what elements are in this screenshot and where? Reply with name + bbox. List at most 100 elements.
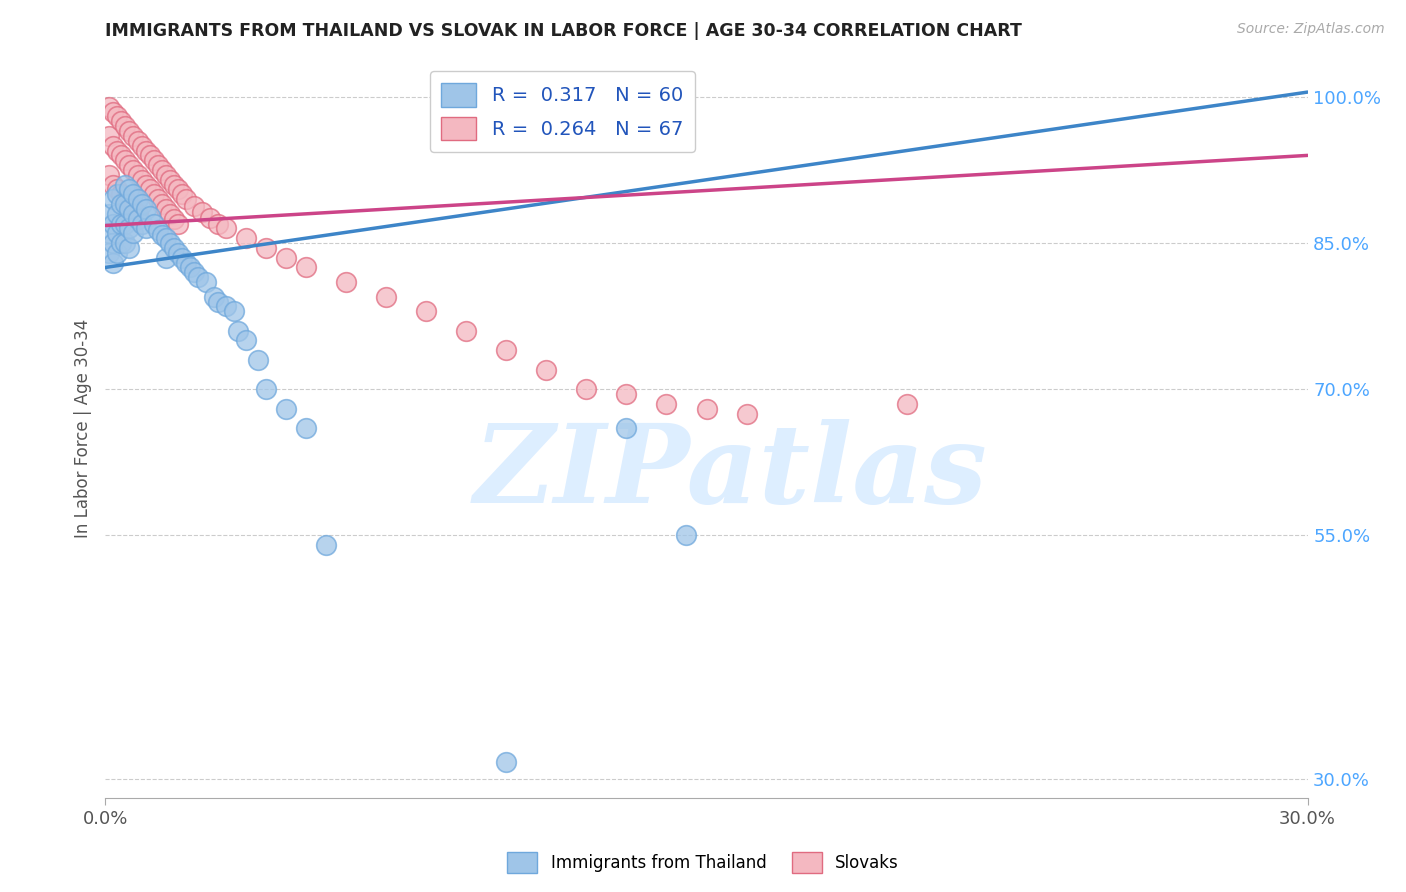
Point bbox=[696, 401, 718, 416]
Point bbox=[155, 202, 177, 216]
Point bbox=[155, 168, 177, 182]
Point bbox=[142, 153, 165, 168]
Point bbox=[187, 270, 209, 285]
Point bbox=[114, 192, 136, 206]
Point bbox=[202, 290, 225, 304]
Point bbox=[122, 202, 145, 216]
Point bbox=[103, 104, 125, 119]
Point bbox=[174, 192, 197, 206]
Point bbox=[127, 134, 149, 148]
Point bbox=[179, 260, 201, 275]
Point bbox=[122, 227, 145, 241]
Point bbox=[222, 304, 245, 318]
Point bbox=[616, 387, 638, 401]
Point bbox=[374, 290, 398, 304]
Point bbox=[122, 207, 145, 221]
Point bbox=[122, 187, 145, 202]
Point bbox=[675, 528, 697, 542]
Point bbox=[274, 401, 297, 416]
Point bbox=[174, 255, 197, 269]
Point bbox=[146, 192, 169, 206]
Point bbox=[127, 211, 149, 226]
Point bbox=[495, 756, 517, 770]
Point bbox=[110, 187, 132, 202]
Point bbox=[107, 144, 129, 158]
Point bbox=[122, 163, 145, 178]
Point bbox=[235, 231, 257, 245]
Point bbox=[194, 275, 217, 289]
Point bbox=[127, 168, 149, 182]
Point bbox=[142, 187, 165, 202]
Point bbox=[98, 168, 121, 182]
Point bbox=[103, 255, 125, 269]
Point bbox=[110, 235, 132, 250]
Point bbox=[896, 397, 918, 411]
Point bbox=[254, 382, 277, 396]
Point bbox=[131, 197, 153, 211]
Point bbox=[107, 207, 129, 221]
Point bbox=[146, 223, 169, 237]
Legend: R =  0.317   N = 60, R =  0.264   N = 67: R = 0.317 N = 60, R = 0.264 N = 67 bbox=[430, 71, 695, 152]
Point bbox=[226, 324, 249, 338]
Point bbox=[190, 205, 212, 219]
Point bbox=[214, 221, 236, 235]
Point bbox=[127, 192, 149, 206]
Point bbox=[162, 211, 184, 226]
Point bbox=[107, 182, 129, 196]
Point bbox=[150, 197, 173, 211]
Point bbox=[98, 100, 121, 114]
Point bbox=[118, 197, 141, 211]
Text: ZIPatlas: ZIPatlas bbox=[474, 419, 987, 526]
Point bbox=[135, 144, 157, 158]
Point bbox=[454, 324, 477, 338]
Point bbox=[159, 207, 181, 221]
Point bbox=[166, 217, 188, 231]
Point bbox=[118, 241, 141, 255]
Point bbox=[155, 231, 177, 245]
Point bbox=[138, 182, 160, 196]
Point bbox=[98, 207, 121, 221]
Point bbox=[135, 221, 157, 235]
Point bbox=[155, 251, 177, 265]
Point bbox=[107, 187, 129, 202]
Point bbox=[162, 178, 184, 192]
Point bbox=[114, 235, 136, 250]
Point bbox=[122, 128, 145, 143]
Point bbox=[131, 138, 153, 153]
Point bbox=[118, 202, 141, 216]
Point bbox=[495, 343, 517, 358]
Point bbox=[150, 163, 173, 178]
Point bbox=[107, 110, 129, 124]
Point bbox=[246, 353, 269, 368]
Point bbox=[166, 182, 188, 196]
Point bbox=[114, 197, 136, 211]
Point bbox=[335, 275, 357, 289]
Point bbox=[107, 245, 129, 260]
Point bbox=[138, 209, 160, 223]
Point bbox=[166, 245, 188, 260]
Point bbox=[534, 362, 557, 376]
Point bbox=[415, 304, 437, 318]
Point bbox=[114, 153, 136, 168]
Point bbox=[655, 397, 678, 411]
Point bbox=[103, 138, 125, 153]
Point bbox=[138, 148, 160, 162]
Point bbox=[110, 217, 132, 231]
Point bbox=[616, 421, 638, 435]
Point bbox=[131, 217, 153, 231]
Point bbox=[235, 334, 257, 348]
Point bbox=[295, 421, 318, 435]
Y-axis label: In Labor Force | Age 30-34: In Labor Force | Age 30-34 bbox=[73, 318, 91, 538]
Point bbox=[295, 260, 318, 275]
Point bbox=[114, 217, 136, 231]
Point bbox=[735, 407, 758, 421]
Point bbox=[214, 299, 236, 313]
Point bbox=[207, 217, 229, 231]
Point bbox=[127, 207, 149, 221]
Legend: Immigrants from Thailand, Slovaks: Immigrants from Thailand, Slovaks bbox=[501, 846, 905, 880]
Point bbox=[159, 173, 181, 187]
Point bbox=[159, 235, 181, 250]
Text: IMMIGRANTS FROM THAILAND VS SLOVAK IN LABOR FORCE | AGE 30-34 CORRELATION CHART: IMMIGRANTS FROM THAILAND VS SLOVAK IN LA… bbox=[105, 22, 1022, 40]
Point bbox=[107, 227, 129, 241]
Point bbox=[135, 178, 157, 192]
